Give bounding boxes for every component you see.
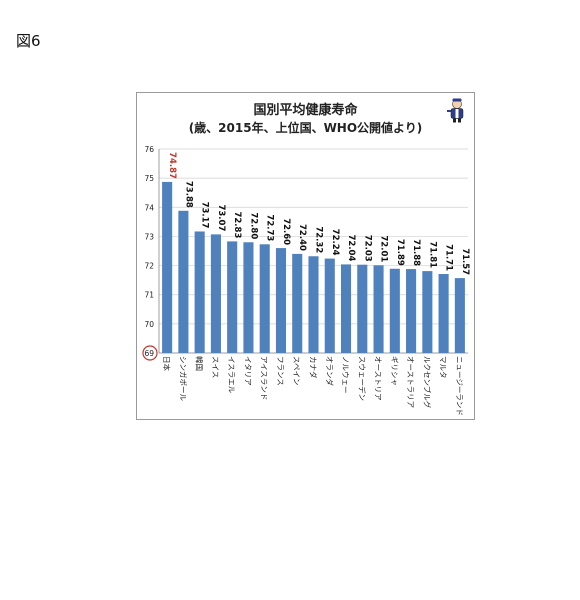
bar [406, 269, 417, 353]
value-label: 72.80 [248, 212, 258, 239]
category-label: スイス [211, 356, 220, 378]
value-label: 74.87 [167, 152, 177, 179]
category-label: スペイン [292, 356, 301, 385]
y-tick-label: 69 [144, 349, 154, 358]
chart-subtitle: (歳、2015年、上位国、WHO公開値より) [188, 121, 423, 135]
bar [324, 258, 335, 353]
category-label: カナダ [309, 356, 319, 379]
value-label: 71.57 [460, 248, 470, 275]
y-tick-label: 75 [144, 174, 154, 183]
category-label: スウェーデン [357, 356, 367, 401]
category-label: オーストラリア [406, 356, 415, 408]
category-label: マルタ [439, 356, 448, 379]
value-label: 71.88 [411, 239, 421, 266]
bar [243, 242, 254, 353]
category-label: アイスランド [260, 356, 269, 400]
bar [373, 265, 384, 353]
category-label: フランス [276, 356, 285, 386]
highlight-circle [142, 345, 158, 361]
category-label: オーストリア [374, 356, 383, 401]
category-label: ニュージーランド [455, 356, 464, 416]
bar [454, 278, 465, 353]
y-tick-label: 74 [144, 203, 154, 212]
category-label: イタリア [243, 356, 252, 386]
bar [357, 264, 368, 353]
value-label: 72.83 [232, 211, 242, 238]
value-label: 72.01 [379, 235, 389, 262]
value-label: 72.24 [330, 229, 340, 256]
value-label: 73.07 [216, 204, 226, 231]
bar [438, 274, 449, 353]
bar [422, 271, 433, 353]
bar [227, 241, 238, 353]
value-label: 71.81 [427, 241, 437, 268]
bar [275, 248, 287, 353]
category-label: ノルウェー [341, 356, 350, 394]
category-label: イスラエル [227, 356, 236, 394]
value-label: 71.71 [444, 244, 454, 271]
figure-label: 図6 [16, 32, 41, 50]
y-tick-label: 70 [144, 320, 154, 329]
y-tick-label: 71 [144, 291, 154, 300]
y-tick-label: 76 [144, 145, 154, 154]
value-label: 72.04 [346, 235, 356, 262]
bar [389, 268, 400, 353]
bar [210, 234, 221, 353]
bar [308, 256, 319, 353]
value-label: 72.73 [265, 214, 275, 241]
bar [340, 264, 352, 353]
y-tick-label: 73 [144, 232, 154, 241]
category-label: ルクセンブルグ [422, 356, 432, 409]
bar [178, 210, 189, 353]
y-tick-label: 72 [144, 262, 154, 271]
category-label: 韓国 [195, 356, 205, 371]
value-label: 72.03 [362, 235, 372, 262]
chart-frame: 国別平均健康寿命 (歳、2015年、上位国、WHO公開値より) 69 70 71 72… [136, 92, 475, 420]
value-label: 72.60 [281, 218, 291, 245]
doctor-mascot-icon [447, 98, 464, 123]
category-label: ギリシャ [390, 356, 399, 386]
category-label: オランダ [325, 356, 335, 386]
value-label: 72.32 [314, 226, 324, 253]
value-label: 71.89 [395, 239, 405, 266]
bar-plot: 69 70 71 72 73 74 75 76 74.87 日本 73.88 シンガポール 73.17 韓… [142, 145, 470, 416]
value-label: 72.40 [297, 224, 307, 251]
bar [259, 244, 270, 353]
category-label: シンガポール [178, 356, 188, 401]
value-label: 73.88 [183, 181, 193, 208]
bar [162, 181, 173, 353]
bar [194, 231, 205, 353]
category-label: 日本 [162, 356, 172, 371]
value-label: 73.17 [200, 202, 210, 229]
bar [292, 253, 303, 353]
chart-title: 国別平均健康寿命 [253, 103, 358, 118]
